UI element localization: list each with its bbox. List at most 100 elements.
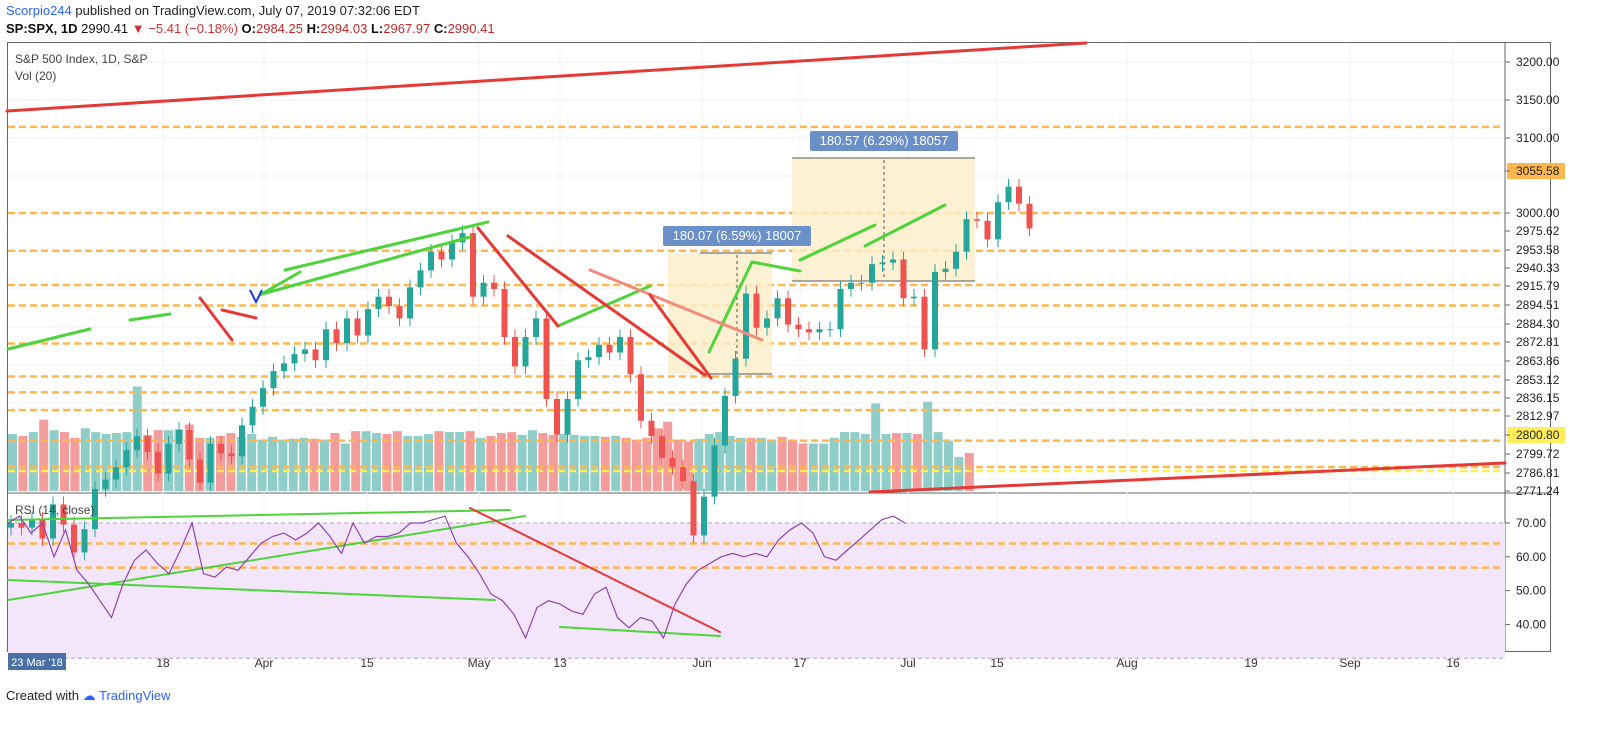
- price-tick-label: 3055.58: [1516, 164, 1560, 178]
- candle: [312, 349, 319, 361]
- volume-bar: [767, 439, 777, 491]
- candle: [449, 242, 455, 260]
- volume-bar: [715, 432, 725, 491]
- volume-bar: [268, 436, 277, 491]
- candle: [123, 450, 130, 468]
- footer: Created with ☁ TradingView: [6, 688, 171, 704]
- tradingview-logo-icon[interactable]: ☁: [82, 688, 96, 703]
- candle: [995, 202, 1001, 240]
- volume-bar: [580, 435, 589, 491]
- time-tick-label: 15: [360, 656, 374, 670]
- volume-bar: [860, 434, 870, 491]
- candle: [900, 259, 907, 299]
- volume-bar: [621, 437, 631, 491]
- candle: [50, 504, 56, 539]
- candle: [470, 233, 476, 297]
- candle: [165, 443, 172, 474]
- candle: [701, 496, 707, 536]
- price-tick-label: 2872.81: [1516, 335, 1560, 349]
- candle: [911, 296, 917, 299]
- price-tick-label: 2836.15: [1516, 391, 1560, 405]
- candle: [869, 264, 875, 283]
- volume-bar: [465, 431, 475, 491]
- volume-bar: [528, 430, 537, 491]
- created-with-text: Created with: [6, 688, 79, 703]
- candle: [1016, 186, 1022, 204]
- volume-bar: [80, 428, 90, 491]
- volume-bar: [756, 437, 766, 491]
- candle: [659, 436, 665, 458]
- candle: [207, 443, 214, 483]
- volume-bar: [673, 439, 683, 491]
- volume-bar: [330, 433, 340, 491]
- measure-label-1: 180.07 (6.59%) 18007: [673, 228, 802, 243]
- time-tick-label: 13: [553, 656, 567, 670]
- price-tick-label: 2799.72: [1516, 447, 1560, 461]
- author-link[interactable]: Scorpio244: [6, 3, 72, 18]
- price-tick-label: 2800.80: [1516, 428, 1560, 442]
- price-tick-label: 2953.58: [1516, 243, 1560, 257]
- candle: [785, 298, 791, 325]
- price-tick-label: 2940.33: [1516, 261, 1560, 275]
- volume-bar: [850, 432, 860, 491]
- candle: [260, 388, 266, 407]
- start-date-label: 23 Mar '18: [11, 657, 63, 669]
- candle: [186, 430, 193, 460]
- green-channel-lower: [260, 235, 472, 296]
- candle: [71, 524, 77, 553]
- published-text: published on TradingView.com, July 07, 2…: [75, 3, 420, 18]
- candle: [428, 251, 434, 271]
- price-tick-label: 2915.79: [1516, 279, 1560, 293]
- candle: [984, 220, 991, 240]
- volume-bar: [372, 433, 381, 491]
- volume-bar: [881, 434, 891, 491]
- time-tick-label: 15: [990, 656, 1004, 670]
- low-label: L:: [370, 21, 384, 36]
- volume-bar: [902, 433, 912, 491]
- ohlc-bar: SP:SPX, 1D 2990.41 ▼ −5.41 (−0.18%) O:29…: [6, 21, 495, 36]
- candle: [417, 270, 424, 288]
- green-line-g: [798, 223, 877, 262]
- volume-bar: [892, 433, 901, 491]
- candle: [113, 467, 119, 480]
- candle: [407, 287, 413, 319]
- candle: [8, 523, 14, 528]
- candle: [617, 337, 623, 353]
- volume-bar: [569, 434, 579, 491]
- candle: [39, 519, 46, 539]
- volume-bar: [424, 434, 433, 491]
- volume-bar: [559, 434, 569, 491]
- candle: [29, 519, 35, 528]
- green-line-d: [556, 284, 652, 328]
- volume-bar: [309, 438, 319, 491]
- candle: [806, 329, 812, 333]
- price-tick-label: 2812.97: [1516, 409, 1560, 423]
- rsi-path: [7, 515, 906, 640]
- candle: [963, 219, 970, 252]
- volume-bar: [28, 432, 38, 491]
- volume-bar: [351, 431, 361, 491]
- rsi-legend: RSI (14, close): [15, 503, 94, 517]
- red-line-c: [476, 226, 560, 328]
- low-value: 2967.97: [383, 21, 431, 36]
- volume-bar: [216, 435, 225, 491]
- candle: [680, 467, 686, 482]
- rsi-tick-label: 40.00: [1516, 617, 1546, 631]
- tradingview-brand[interactable]: TradingView: [99, 688, 171, 703]
- long-term-support: [868, 461, 1507, 494]
- volume-bar: [39, 419, 49, 491]
- volume-bar: [361, 431, 371, 491]
- candle: [512, 337, 518, 367]
- volume-bar: [611, 435, 621, 491]
- price-tick-label: 3200.00: [1516, 55, 1560, 69]
- candle: [218, 443, 224, 454]
- candle: [396, 306, 403, 319]
- rsi-red-fall: [469, 507, 721, 633]
- change-value: −5.41 (−0.18%): [148, 21, 238, 36]
- candle: [501, 288, 508, 337]
- high-value: 2994.03: [320, 21, 368, 36]
- volume-bar: [788, 439, 797, 491]
- volume-bar: [538, 433, 548, 491]
- time-tick-label: 17: [793, 656, 807, 670]
